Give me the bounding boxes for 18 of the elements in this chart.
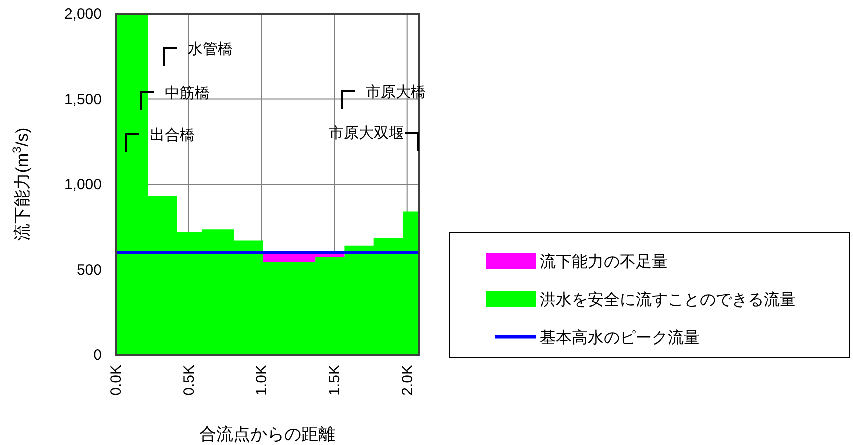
annotation: 市原大双堰 xyxy=(329,125,404,142)
legend-label: 基本高水のピーク流量 xyxy=(540,329,700,347)
y-tick-label: 1,000 xyxy=(64,176,102,194)
y-tick-label: 1,500 xyxy=(64,91,102,108)
annotation: 水管橋 xyxy=(188,41,233,58)
legend-label: 洪水を安全に流すことのできる流量 xyxy=(540,291,796,309)
y-tick-label: 500 xyxy=(76,262,102,279)
x-tick-label: 2.0K xyxy=(399,365,416,396)
y-tick-label: 2,000 xyxy=(64,6,102,23)
x-tick-label: 0.0K xyxy=(108,365,125,396)
x-tick-label: 1.5K xyxy=(326,365,344,396)
x-tick-label: 1.0K xyxy=(254,365,271,396)
legend-label: 流下能力の不足量 xyxy=(540,253,668,271)
annotation: 出合橋 xyxy=(150,127,195,144)
x-axis-title: 合流点からの距離 xyxy=(200,425,336,444)
x-tick-label: 0.5K xyxy=(180,365,198,396)
y-tick-label: 0 xyxy=(94,347,102,364)
annotation: 中筋橋 xyxy=(165,85,210,102)
